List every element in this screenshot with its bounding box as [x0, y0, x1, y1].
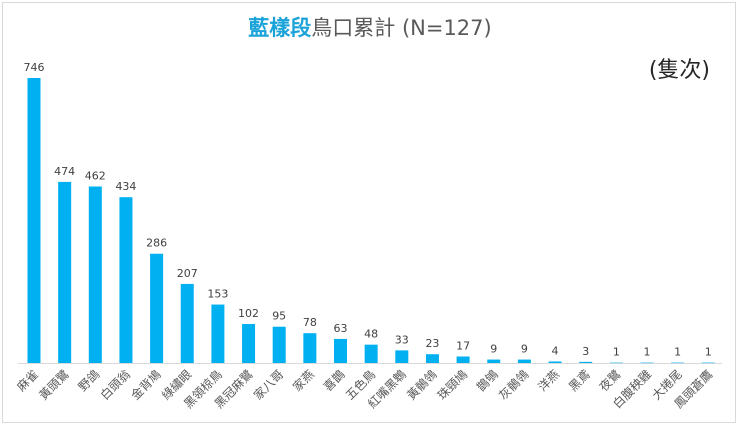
bar — [517, 359, 531, 363]
data-label: 1 — [644, 346, 651, 359]
chart-frame — [2, 2, 736, 423]
x-tick-label: 鵲鴝 — [474, 367, 501, 394]
data-label: 434 — [115, 180, 136, 193]
bar — [88, 186, 102, 363]
x-tick-label: 黑鳶 — [566, 367, 593, 394]
bar — [487, 359, 501, 363]
data-label: 3 — [582, 345, 589, 358]
bar — [211, 304, 225, 363]
x-tick-label: 黃鶺鴒 — [404, 367, 439, 402]
bar — [671, 362, 685, 364]
data-label: 23 — [425, 337, 439, 350]
bar — [58, 181, 72, 363]
bar — [364, 344, 378, 363]
data-label: 78 — [303, 316, 317, 329]
data-label: 17 — [456, 340, 470, 353]
bar — [701, 362, 715, 364]
data-label: 9 — [521, 343, 528, 356]
bar — [456, 356, 470, 363]
bar — [303, 333, 317, 363]
x-tick-label: 珠頸鳩 — [435, 367, 470, 402]
bar — [180, 283, 194, 363]
x-tick-label: 家燕 — [289, 367, 317, 395]
data-label: 286 — [146, 237, 167, 250]
data-label: 95 — [272, 310, 286, 323]
x-tick-label: 麻雀 — [14, 367, 42, 395]
bar — [395, 350, 409, 363]
title-highlight: 藍樣段 — [248, 16, 312, 40]
data-label: 474 — [54, 165, 75, 178]
bar — [609, 362, 623, 364]
x-tick-label: 夜鷺 — [596, 367, 624, 395]
bar — [242, 324, 256, 363]
bar — [425, 354, 439, 363]
data-label: 1 — [705, 346, 712, 359]
data-label: 462 — [85, 169, 106, 182]
data-label: 1 — [674, 346, 681, 359]
data-label: 207 — [177, 267, 198, 280]
unit-label: (隻次) — [648, 58, 710, 83]
data-label: 48 — [364, 328, 378, 341]
bar — [272, 326, 286, 363]
data-label: 153 — [207, 288, 228, 301]
x-tick-label: 家八哥 — [250, 367, 286, 403]
x-tick-label: 黃頭鷺 — [36, 367, 72, 403]
data-label: 9 — [490, 343, 497, 356]
bar — [119, 197, 133, 363]
data-label: 33 — [395, 333, 409, 346]
bar — [150, 253, 164, 363]
bar — [334, 338, 347, 363]
x-tick-label: 洋燕 — [535, 367, 563, 395]
title-rest: 鳥口累計 (N=127) — [311, 16, 492, 40]
x-tick-label: 金背鳩 — [128, 367, 164, 403]
bar — [548, 361, 562, 363]
bar — [27, 78, 41, 363]
data-label: 102 — [238, 307, 259, 320]
data-label: 63 — [334, 322, 348, 335]
x-tick-label: 灰鶺鴒 — [496, 367, 531, 402]
bar — [579, 361, 593, 363]
data-label: 4 — [552, 344, 559, 357]
data-label: 746 — [24, 61, 45, 74]
x-tick-label: 喜鵲 — [321, 367, 348, 394]
x-tick-label: 白頭翁 — [97, 367, 133, 403]
x-tick-label: 野鴿 — [76, 367, 103, 394]
bar — [640, 362, 654, 364]
chart-title: 藍樣段鳥口累計 (N=127) — [0, 12, 740, 42]
data-label: 1 — [613, 346, 620, 359]
